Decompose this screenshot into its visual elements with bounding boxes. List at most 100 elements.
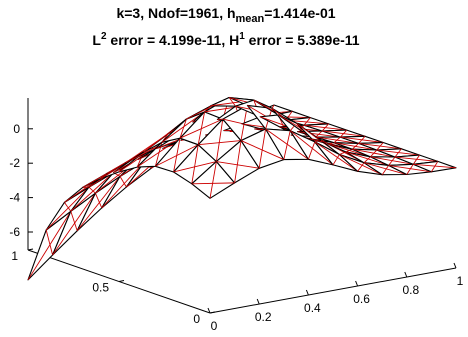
chart-title-line-1: k=3, Ndof=1961, hmean=1.414e-01	[116, 5, 335, 25]
inner-edge	[119, 176, 124, 182]
inner-edge	[325, 123, 329, 128]
z-tick-label: -4	[9, 191, 20, 205]
x-tick	[404, 271, 408, 278]
inner-edge	[191, 164, 196, 184]
inner-edge	[73, 220, 78, 231]
inner-edge	[116, 174, 121, 177]
inner-edge	[91, 189, 96, 194]
x-tick	[305, 289, 309, 296]
inner-edge	[64, 202, 68, 208]
inner-edge	[412, 159, 417, 165]
x-tick-label: 0.4	[304, 301, 321, 315]
inner-edge	[52, 192, 96, 256]
inner-edge	[379, 142, 384, 147]
inner-edge	[209, 179, 214, 199]
inner-edge	[240, 122, 245, 141]
y-tick	[118, 280, 125, 282]
inner-edge	[48, 242, 54, 256]
title-line-2-part-1: L	[92, 32, 101, 48]
inner-edge	[340, 133, 344, 138]
inner-edge	[161, 111, 205, 143]
title-line-2-part-3: error = 5.389e-11	[245, 32, 360, 48]
y-tick-label: 0	[193, 312, 200, 326]
title-line-2-part-2: error = 4.199e-11, H	[107, 32, 240, 48]
inner-edge	[409, 164, 414, 170]
x-axis-line	[209, 267, 457, 314]
x-tick	[207, 307, 211, 314]
mesh-cell	[412, 160, 457, 173]
inner-edge	[343, 129, 348, 134]
inner-edge	[207, 105, 212, 110]
inner-edge	[366, 156, 371, 161]
title-line-1-subscript: mean	[236, 13, 265, 25]
y-tick	[27, 248, 34, 251]
inner-edge	[216, 161, 260, 169]
x-tick-label: 0	[211, 319, 218, 333]
inner-edge	[289, 130, 334, 166]
inner-edge	[27, 211, 72, 281]
x-tick	[453, 262, 457, 269]
inner-edge	[388, 160, 393, 166]
inner-edge	[173, 155, 178, 173]
inner-edge	[332, 159, 337, 166]
inner-edge	[197, 128, 202, 145]
inner-edge	[45, 186, 90, 231]
surface-mesh	[27, 96, 457, 281]
x-tick-label: 0.2	[255, 310, 272, 324]
inner-edge	[318, 130, 323, 135]
inner-edge	[179, 128, 184, 139]
inner-edge	[289, 126, 294, 131]
inner-edge	[361, 136, 366, 141]
inner-edge	[70, 172, 114, 212]
x-tick-label: 0.8	[402, 283, 419, 297]
x-tick	[256, 298, 260, 305]
inner-edge	[232, 101, 236, 107]
x-tick	[355, 280, 359, 287]
inner-edge	[200, 111, 206, 129]
inner-edge	[288, 111, 293, 117]
y-tick-label: 0.5	[92, 281, 109, 295]
inner-edge	[258, 148, 263, 169]
inner-edge	[212, 161, 217, 180]
inner-edge	[67, 206, 72, 212]
y-tick-label: 1	[11, 249, 18, 263]
inner-edge	[431, 166, 435, 173]
inner-edge	[158, 142, 163, 155]
inner-edge	[358, 139, 363, 144]
inner-edge	[303, 121, 308, 126]
inner-edge	[191, 182, 235, 185]
inner-edge	[45, 229, 50, 243]
inner-edge	[335, 154, 340, 160]
inner-edge	[357, 166, 362, 172]
inner-edge	[381, 169, 386, 176]
inner-edge	[314, 141, 358, 172]
inner-edge	[321, 127, 326, 132]
inner-edge	[194, 144, 199, 165]
inner-edge	[416, 154, 420, 160]
inner-edge	[345, 151, 389, 166]
inner-edge	[237, 140, 242, 162]
title-line-1-prefix: k=3, Ndof=1961, h	[116, 5, 235, 21]
inner-edge	[406, 169, 411, 175]
inner-edge	[307, 150, 313, 160]
inner-edge	[311, 141, 316, 151]
inner-edge	[339, 154, 383, 176]
inner-edge	[182, 119, 187, 129]
inner-edge	[234, 161, 239, 183]
title-line-2-sup-2: 1	[239, 31, 245, 42]
inner-edge	[376, 145, 381, 151]
inner-edge	[94, 192, 100, 201]
z-tick-label: 0	[13, 122, 20, 136]
inner-edge	[164, 133, 169, 139]
x-tick-label: 1	[457, 274, 464, 288]
z-tick-label: -2	[9, 156, 20, 170]
inner-edge	[98, 200, 103, 209]
inner-edge	[154, 154, 160, 167]
inner-edge	[286, 130, 291, 146]
inner-edge	[101, 161, 145, 209]
inner-edge	[219, 119, 224, 141]
inner-edge	[176, 138, 181, 156]
x-tick-label: 0.6	[353, 292, 370, 306]
